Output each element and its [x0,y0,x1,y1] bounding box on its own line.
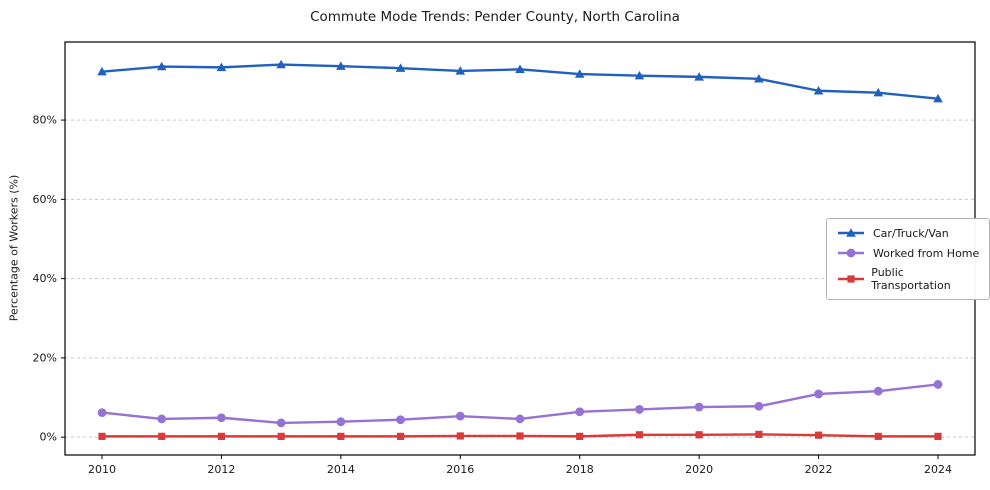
square-marker-icon [217,432,226,440]
legend-label: Car/Truck/Van [873,226,949,240]
triangle-marker-icon [515,64,525,74]
square-marker-icon [516,432,524,440]
legend-sample-circle-icon [838,248,864,258]
circle-marker-icon [694,402,704,412]
x-tick-label: 2022 [805,463,833,476]
square-marker-icon [635,431,644,439]
circle-marker-icon [635,405,644,414]
y-tick-label: 40% [33,272,57,285]
triangle-marker-icon [455,66,466,75]
square-marker-icon [337,432,345,440]
circle-marker-icon [515,414,525,424]
triangle-marker-icon [97,66,107,76]
x-tick-label: 2018 [566,463,594,476]
legend-sample-triangle-icon [838,228,864,237]
triangle-marker-icon [846,228,856,237]
triangle-marker-icon [634,70,645,80]
legend-item-car-truck-van: Car/Truck/Van [836,226,980,240]
x-tick-label: 2012 [207,463,235,476]
square-marker-icon [755,430,763,438]
square-marker-icon [396,432,405,440]
y-tick-label: 0% [40,431,57,444]
triangle-marker-icon [873,87,884,97]
legend-item-worked-from-home: Worked from Home [836,246,980,260]
circle-marker-icon [873,386,883,396]
circle-marker-icon [396,415,405,425]
chart-title: Commute Mode Trends: Pender County, Nort… [310,9,680,25]
triangle-marker-icon [336,61,346,70]
triangle-marker-icon [156,61,167,71]
square-marker-icon [158,432,166,440]
circle-marker-icon [575,407,585,417]
circle-marker-icon [455,411,465,421]
circle-marker-icon [336,417,346,427]
square-marker-icon [847,275,855,283]
x-tick-label: 2020 [685,463,713,476]
circle-marker-icon [276,418,286,428]
triangle-marker-icon [276,59,286,69]
triangle-marker-icon [574,69,585,78]
triangle-marker-icon [813,85,824,95]
circle-marker-icon [814,389,823,399]
triangle-marker-icon [754,74,764,83]
triangle-marker-icon [216,62,227,72]
x-tick-label: 2016 [446,463,474,476]
circle-marker-icon [933,380,943,389]
triangle-marker-icon [694,72,704,81]
legend-item-public-transportation: Public Transportation [836,266,980,292]
circle-marker-icon [846,248,856,258]
legend: Car/Truck/Van Worked from Home Public Tran… [826,218,990,300]
legend-label: Public Transportation [871,266,951,292]
y-tick-label: 20% [33,351,57,364]
square-marker-icon [456,432,464,440]
legend-label: Worked from Home [873,246,980,260]
x-tick-label: 2010 [88,463,116,476]
circle-marker-icon [217,413,226,423]
circle-marker-icon [754,401,764,411]
square-marker-icon [814,431,823,439]
square-marker-icon [277,432,285,440]
circle-marker-icon [157,414,167,424]
circle-marker-icon [97,408,107,417]
square-marker-icon [98,432,106,440]
triangle-marker-icon [395,63,406,72]
y-tick-label: 60% [33,193,57,206]
x-tick-label: 2014 [327,463,355,476]
legend-sample-square-icon [838,275,864,283]
x-tick-label: 2024 [924,463,952,476]
square-marker-icon [874,432,882,440]
triangle-marker-icon [933,93,943,103]
square-marker-icon [934,432,942,440]
square-marker-icon [695,431,703,439]
y-tick-label: 80% [33,114,57,127]
square-marker-icon [576,432,584,440]
